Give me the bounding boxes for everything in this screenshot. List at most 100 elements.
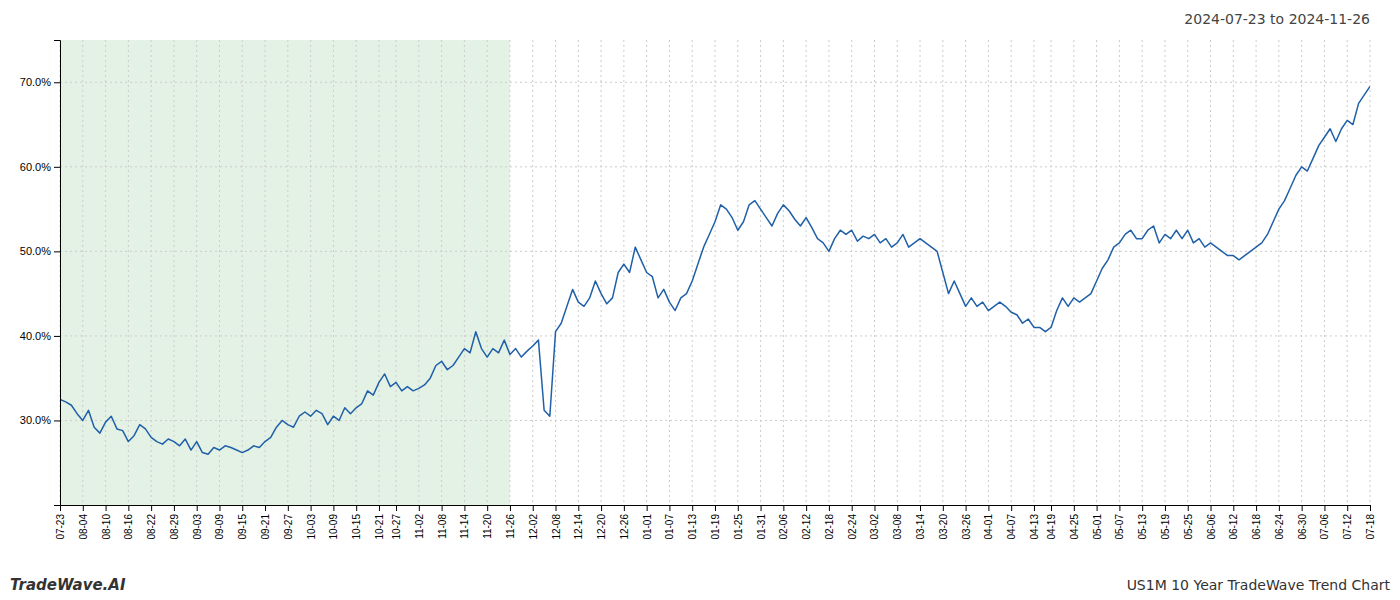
x-tick-label: 02-12 — [801, 514, 812, 540]
grid-line — [920, 40, 921, 505]
x-tick: 09-03 — [192, 505, 203, 540]
x-tick-mark — [829, 505, 830, 511]
grid-line — [737, 40, 738, 505]
x-tick: 10-03 — [306, 505, 317, 540]
x-tick-label: 05-07 — [1114, 514, 1125, 540]
x-tick-label: 04-13 — [1029, 514, 1040, 540]
x-tick: 09-27 — [283, 505, 294, 540]
x-tick: 05-07 — [1114, 505, 1125, 540]
x-tick: 06-24 — [1274, 505, 1285, 540]
x-tick-mark — [464, 505, 465, 511]
x-tick-label: 06-12 — [1228, 514, 1239, 540]
y-tick-mark — [54, 336, 60, 337]
y-tick-label: 40.0% — [20, 330, 51, 342]
x-tick-label: 11-02 — [414, 514, 425, 539]
x-tick-label: 07-18 — [1365, 514, 1376, 540]
x-tick-mark — [242, 505, 243, 511]
x-tick-label: 09-09 — [214, 514, 225, 540]
x-tick-label: 01-31 — [756, 514, 767, 540]
x-tick: 05-01 — [1092, 505, 1103, 540]
x-tick: 08-04 — [78, 505, 89, 540]
x-axis: 07-2308-0408-1008-1608-2208-2909-0309-09… — [55, 505, 1376, 540]
x-tick-mark — [311, 505, 312, 511]
x-tick-label: 01-25 — [733, 514, 744, 540]
x-tick: 02-06 — [778, 505, 789, 540]
x-tick: 03-20 — [938, 505, 949, 540]
x-tick-label: 11-26 — [505, 514, 516, 539]
x-tick-mark — [1034, 505, 1035, 511]
grid-line — [464, 40, 465, 505]
x-tick-label: 06-06 — [1206, 514, 1217, 540]
x-tick-label: 07-06 — [1319, 514, 1330, 540]
marks — [60, 40, 510, 505]
grid-line — [310, 40, 311, 505]
x-tick: 12-02 — [528, 505, 539, 540]
x-tick: 06-12 — [1228, 505, 1239, 540]
x-tick-label: 07-23 — [55, 514, 66, 540]
y-tick: 30.0% — [20, 414, 60, 426]
x-tick-mark — [419, 505, 420, 511]
x-tick-label: 12-14 — [573, 514, 584, 540]
x-tick: 05-25 — [1183, 505, 1194, 540]
x-tick: 12-20 — [596, 505, 607, 540]
grid-line — [128, 40, 129, 505]
x-tick: 11-08 — [437, 505, 448, 539]
grid-line — [1187, 40, 1188, 505]
x-tick: 04-19 — [1046, 505, 1057, 540]
x-tick-label: 05-01 — [1092, 514, 1103, 540]
x-tick-mark — [692, 505, 693, 511]
x-tick-label: 12-20 — [596, 514, 607, 540]
grid-line — [828, 40, 829, 505]
x-tick: 10-27 — [391, 505, 402, 540]
x-tick: 06-06 — [1206, 505, 1217, 540]
x-tick-mark — [379, 505, 380, 511]
x-tick: 07-12 — [1342, 505, 1353, 540]
x-tick: 02-12 — [801, 505, 812, 540]
grid-line — [578, 40, 579, 505]
x-tick-mark — [1211, 505, 1212, 511]
title: 2024-07-23 to 2024-11-26 — [1184, 11, 1370, 27]
grid-line — [874, 40, 875, 505]
x-tick-mark — [1142, 505, 1143, 511]
x-tick: 04-13 — [1029, 505, 1040, 540]
x-tick: 09-09 — [214, 505, 225, 540]
x-tick: 08-22 — [146, 505, 157, 540]
grid-line — [1233, 40, 1234, 505]
x-tick: 08-10 — [101, 505, 112, 540]
x-tick-label: 08-16 — [123, 514, 134, 540]
x-tick-mark — [601, 505, 602, 511]
x-tick-mark — [106, 505, 107, 511]
x-tick-mark — [943, 505, 944, 511]
x-tick-mark — [988, 505, 989, 511]
shaded-region — [60, 40, 510, 505]
grid-line — [82, 40, 83, 505]
x-tick-label: 08-04 — [78, 514, 89, 540]
x-tick-label: 11-14 — [459, 514, 470, 539]
x-tick-label: 08-10 — [101, 514, 112, 540]
y-tick-label: 70.0% — [20, 76, 51, 88]
grid-line — [669, 40, 670, 505]
x-tick-mark — [578, 505, 579, 511]
x-tick-mark — [852, 505, 853, 511]
x-tick-label: 08-22 — [146, 514, 157, 540]
x-tick: 01-01 — [642, 505, 653, 540]
grid-line — [851, 40, 852, 505]
x-tick: 04-07 — [1006, 505, 1017, 540]
grid — [60, 40, 1370, 505]
grid-line — [105, 40, 106, 505]
x-tick: 06-18 — [1251, 505, 1262, 540]
x-tick: 09-15 — [237, 505, 248, 540]
x-tick-label: 03-14 — [915, 514, 926, 540]
x-tick-label: 07-12 — [1342, 514, 1353, 540]
x-tick: 01-25 — [733, 505, 744, 540]
x-tick-mark — [128, 505, 129, 511]
x-tick-label: 10-15 — [351, 514, 362, 540]
x-tick-label: 01-07 — [664, 514, 675, 540]
y-tick-label: 60.0% — [20, 161, 51, 173]
x-tick-label: 04-25 — [1069, 514, 1080, 540]
grid-line — [1033, 40, 1034, 505]
x-tick: 10-15 — [351, 505, 362, 540]
line-group — [60, 87, 1370, 455]
x-tick-mark — [396, 505, 397, 511]
y-tick: 70.0% — [20, 76, 60, 88]
